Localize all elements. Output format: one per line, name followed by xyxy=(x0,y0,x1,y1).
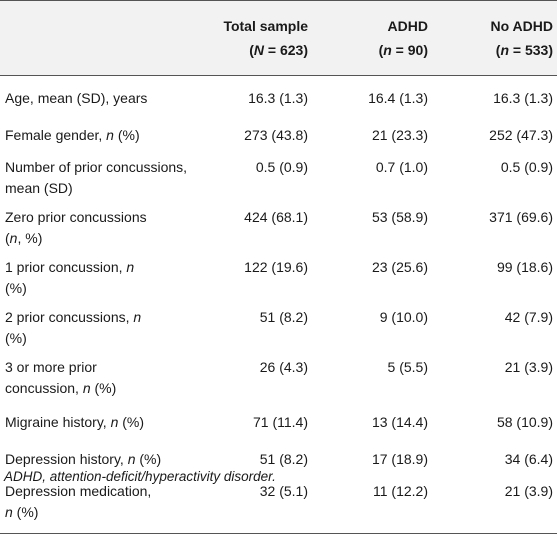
cell-no-adhd: 16.3 (1.3) xyxy=(493,90,553,106)
cell-adhd: 53 (58.9) xyxy=(371,209,428,225)
cell-total: 32 (5.1) xyxy=(212,477,312,534)
header-no-adhd: No ADHD (n = 533) xyxy=(432,0,557,76)
table-footnote: ADHD, attention-deficit/hyperactivity di… xyxy=(4,469,276,484)
table-row: Age, mean (SD), years 16.3 (1.3) 16.4 (1… xyxy=(0,76,557,117)
cell-no-adhd: 58 (10.9) xyxy=(496,414,553,430)
cell-total: 51 (8.2) xyxy=(259,451,308,467)
cell-no-adhd: 371 (69.6) xyxy=(489,209,553,225)
row-label: Female gender, n (%) xyxy=(5,127,140,143)
table-row: 2 prior concussions, n (%) 51 (8.2) 9 (10… xyxy=(0,303,557,353)
table-header-row: Total sample (N = 623) ADHD (n = 90) No … xyxy=(0,0,557,76)
header-total-sample: Total sample (N = 623) xyxy=(212,0,312,76)
table-row: Female gender, n (%) 273 (43.8) 21 (23.3… xyxy=(0,116,557,153)
cell-total: 71 (11.4) xyxy=(253,414,308,430)
cell-adhd: 0.7 (1.0) xyxy=(375,159,428,175)
row-label: Migraine history, n (%) xyxy=(5,414,145,430)
cell-total: 51 (8.2) xyxy=(259,309,308,325)
table-row: Migraine history, n (%) 71 (11.4) 13 (14… xyxy=(0,403,557,440)
row-label: 3 or more prior concussion, n (%) xyxy=(5,359,117,396)
table-row: Zero prior concussions (n, %) 424 (68.1) … xyxy=(0,203,557,253)
row-label: Age, mean (SD), years xyxy=(5,90,148,106)
cell-adhd: 11 (12.2) xyxy=(312,477,432,534)
cell-total: 273 (43.8) xyxy=(244,127,308,143)
row-label: 1 prior concussion, n (%) xyxy=(5,259,135,296)
cell-adhd: 16.4 (1.3) xyxy=(368,90,428,106)
cell-no-adhd: 21 (3.9) xyxy=(504,359,553,375)
cell-total: 16.3 (1.3) xyxy=(248,90,308,106)
cell-total: 424 (68.1) xyxy=(244,209,308,225)
cell-no-adhd: 34 (6.4) xyxy=(504,451,553,467)
cell-adhd: 23 (25.6) xyxy=(371,259,428,275)
table-row: Depression medication, n (%) 32 (5.1) 11 … xyxy=(0,477,557,534)
table-row: 1 prior concussion, n (%) 122 (19.6) 23 (… xyxy=(0,253,557,303)
cell-no-adhd: 99 (18.6) xyxy=(496,259,553,275)
row-label: Depression medication, n (%) xyxy=(0,477,212,534)
cell-total: 26 (4.3) xyxy=(259,359,308,375)
row-label: Number of prior concussions, mean (SD) xyxy=(5,159,188,196)
table-row: Depression history, n (%) 51 (8.2) 17 (1… xyxy=(0,440,557,477)
header-stub xyxy=(0,0,212,76)
cell-adhd: 17 (18.9) xyxy=(371,451,428,467)
header-adhd-n: (n = 90) xyxy=(378,42,428,58)
row-label: Depression history, n (%) xyxy=(5,451,162,467)
row-label: Zero prior concussions (n, %) xyxy=(5,209,147,246)
cell-total: 0.5 (0.9) xyxy=(255,159,308,175)
cell-adhd: 21 (23.3) xyxy=(371,127,428,143)
header-no-adhd-n: (n = 533) xyxy=(495,42,553,58)
header-total-sample-n: (N = 623) xyxy=(249,42,308,58)
cell-no-adhd: 21 (3.9) xyxy=(432,477,557,534)
header-total-sample-title: Total sample xyxy=(223,18,308,34)
cell-adhd: 5 (5.5) xyxy=(387,359,428,375)
cell-adhd: 9 (10.0) xyxy=(379,309,428,325)
cell-total: 122 (19.6) xyxy=(244,259,308,275)
table-row: Number of prior concussions, mean (SD) 0… xyxy=(0,153,557,203)
header-adhd-title: ADHD xyxy=(387,18,428,34)
cell-no-adhd: 42 (7.9) xyxy=(504,309,553,325)
table-row: 3 or more prior concussion, n (%) 26 (4.3… xyxy=(0,353,557,403)
cell-no-adhd: 0.5 (0.9) xyxy=(500,159,553,175)
cell-no-adhd: 252 (47.3) xyxy=(489,127,553,143)
header-adhd: ADHD (n = 90) xyxy=(312,0,432,76)
header-no-adhd-title: No ADHD xyxy=(490,18,553,34)
row-label: 2 prior concussions, n (%) xyxy=(5,309,142,346)
table-body: Age, mean (SD), years 16.3 (1.3) 16.4 (1… xyxy=(0,76,557,534)
cell-adhd: 13 (14.4) xyxy=(371,414,428,430)
